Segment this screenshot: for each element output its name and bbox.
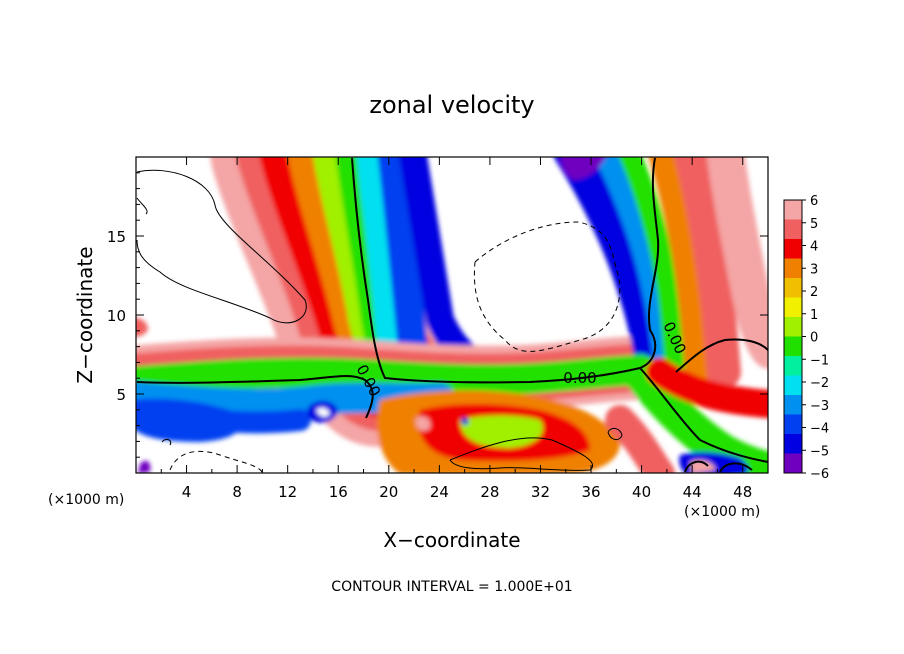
field-band	[605, 405, 675, 473]
x-axis-label: X−coordinate	[383, 528, 520, 552]
field-patch	[460, 415, 543, 448]
colorbar-swatch	[784, 278, 802, 298]
colorbar-tick-label: 1	[810, 308, 818, 323]
colorbar-swatch	[784, 219, 802, 240]
colorbar-tick-label: 2	[810, 285, 818, 300]
colorbar-swatch	[784, 434, 802, 454]
colorbar-swatch	[784, 336, 802, 357]
field-patch	[560, 157, 607, 180]
x-tick-label: 32	[531, 483, 550, 501]
colorbar-swatch	[784, 414, 802, 435]
contour-lines	[136, 157, 768, 473]
velocity-field	[136, 157, 768, 473]
colorbar-swatch	[784, 200, 802, 220]
colorbar-tick-label: 5	[810, 217, 818, 232]
x-tick-label: 16	[329, 483, 348, 501]
colorbar-swatch	[784, 395, 802, 415]
y-axis-label: Z−coordinate	[73, 246, 97, 383]
y-tick-label: 5	[116, 386, 126, 404]
contour-line	[639, 367, 768, 463]
field-patch	[690, 460, 716, 473]
contour-line	[684, 460, 709, 473]
colorbar-tick-label: −4	[810, 422, 829, 437]
colorbar-tick-label: −5	[810, 444, 829, 459]
colorbar-tick-label: −2	[810, 376, 829, 391]
colorbar-swatch	[784, 453, 802, 474]
field-band	[136, 354, 695, 397]
chart-title: zonal velocity	[369, 91, 534, 119]
colorbar-swatch	[784, 375, 802, 396]
field-band	[646, 358, 768, 418]
field-band	[618, 157, 687, 383]
contour-line	[136, 375, 374, 419]
contour-line	[161, 438, 172, 446]
field-patch	[138, 460, 151, 473]
field-band	[674, 157, 741, 389]
y-axis-ticks: 5 10 15	[107, 172, 768, 458]
contour-label: 0.00	[563, 369, 596, 387]
field-patch	[415, 416, 431, 431]
colorbar-tick-label: −6	[810, 467, 829, 482]
field-band	[648, 157, 711, 385]
colorbar-swatch	[784, 356, 802, 376]
x-unit-label-left: (×1000 m)	[48, 492, 124, 508]
colorbar-swatch	[784, 317, 802, 337]
field-patch	[136, 317, 148, 337]
colorbar-swatch	[784, 258, 802, 279]
field-patch	[461, 417, 469, 425]
colorbar-swatch	[784, 297, 802, 318]
colorbar-swatch	[784, 239, 802, 259]
contour-line	[136, 197, 148, 215]
colorbar-tick-label: −1	[810, 353, 829, 368]
x-tick-label: 4	[182, 483, 192, 501]
x-tick-label: 36	[581, 483, 600, 501]
contour-line	[719, 462, 753, 473]
contour-line	[351, 157, 660, 384]
x-unit-label-right: (×1000 m)	[684, 504, 760, 520]
colorbar-tick-label: 4	[810, 240, 818, 255]
x-tick-label: 48	[733, 483, 752, 501]
contour-line	[136, 169, 307, 324]
contour-interval-note: CONTOUR INTERVAL = 1.000E+01	[331, 579, 572, 595]
contour-line	[473, 221, 621, 352]
colorbar-tick-label: 0	[810, 331, 818, 346]
colorbar-tick-label: −3	[810, 399, 829, 414]
x-tick-label: 40	[632, 483, 651, 501]
field-band	[706, 157, 768, 369]
contour-line	[169, 450, 263, 473]
contour-line	[607, 427, 623, 440]
x-tick-label: 28	[480, 483, 499, 501]
contour-line	[675, 338, 768, 373]
colorbar-tick-label: 6	[810, 194, 818, 209]
x-tick-label: 24	[430, 483, 449, 501]
colorbar-tick-label: 3	[810, 262, 818, 277]
colorbar: 6 5 4 3 2 1 0 −1 −2 −3 −4 −5 −6	[783, 194, 829, 482]
x-tick-label: 20	[379, 483, 398, 501]
y-tick-label: 10	[107, 307, 126, 325]
field-patch	[316, 407, 330, 417]
field-patch	[136, 398, 243, 442]
x-tick-label: 12	[278, 483, 297, 501]
contour-line	[449, 437, 593, 471]
x-tick-label: 8	[232, 483, 242, 501]
x-tick-label: 44	[683, 483, 702, 501]
y-tick-label: 15	[107, 228, 126, 246]
x-axis-ticks: 4 8 12 16 20 24 28 32 36 40 44 48	[160, 157, 752, 501]
